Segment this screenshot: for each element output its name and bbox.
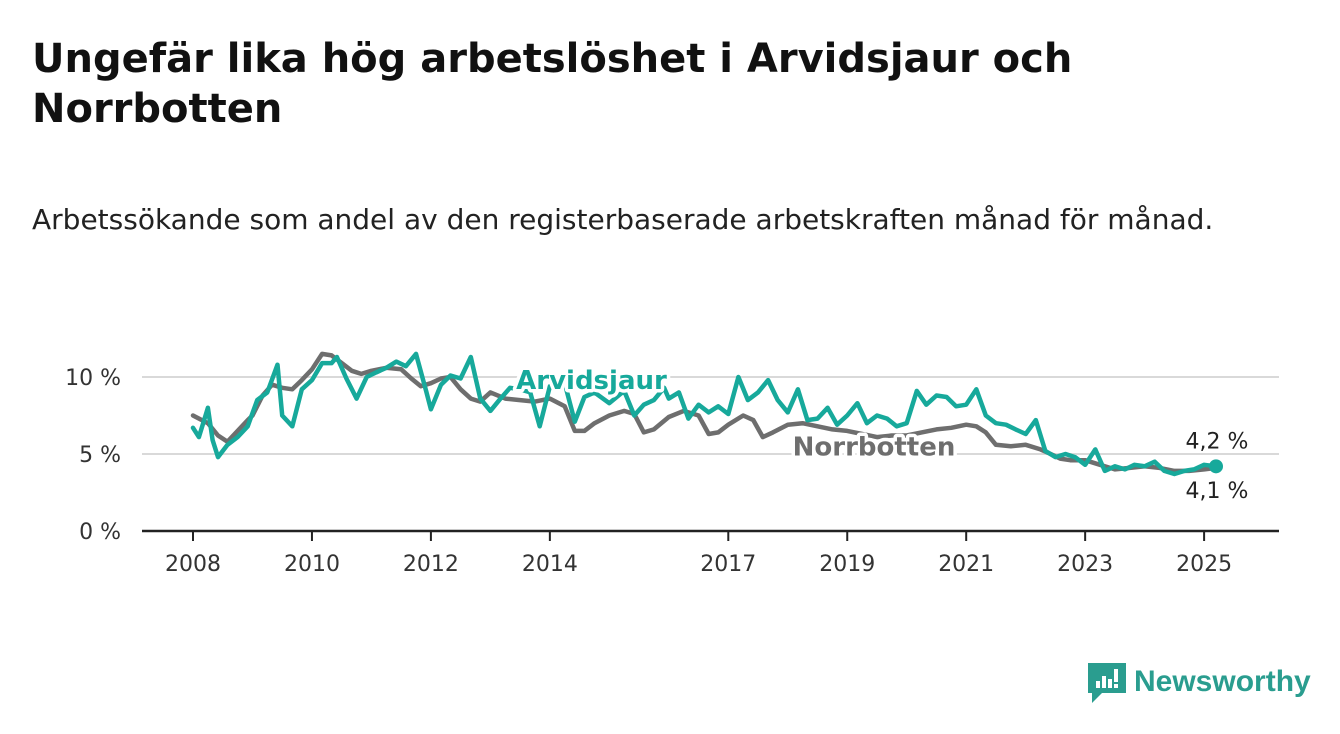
grid-layer — [142, 376, 1279, 455]
newsworthy-logo-icon — [1088, 663, 1126, 703]
x-tick-label: 2025 — [1176, 552, 1232, 577]
y-tick-label: 10 % — [65, 366, 121, 391]
chart-subtitle: Arbetssökande som andel av den registerb… — [32, 203, 1214, 236]
end-label-norrbotten: 4,1 % — [1186, 479, 1249, 504]
x-tick-label: 2023 — [1057, 552, 1113, 577]
series-labels: 4,1 % 4,2 % Arvidsjaur Norrbotten — [513, 363, 1249, 504]
y-axis: 0 % 5 % 10 % — [65, 366, 121, 545]
x-tick-label: 2017 — [700, 552, 756, 577]
x-tick-label: 2012 — [403, 552, 459, 577]
series-line-arvidsjaur — [190, 351, 1219, 477]
x-tick-label: 2014 — [522, 552, 578, 577]
brand: Newsworthy — [1088, 660, 1311, 704]
series-label-arvidsjaur: Arvidsjaur — [516, 366, 667, 396]
y-tick-label: 0 % — [79, 520, 121, 545]
chart-title: Ungefär lika hög arbetslöshet i Arvidsja… — [32, 36, 1073, 132]
end-point-arvidsjaur — [1209, 459, 1223, 474]
x-tick-label: 2019 — [819, 552, 875, 577]
x-axis: 2008 2010 2012 2014 2017 2019 2021 2023 2025 — [142, 529, 1279, 577]
x-tick-label: 2010 — [284, 552, 340, 577]
end-label-arvidsjaur: 4,2 % — [1186, 429, 1249, 454]
brand-name: Newsworthy — [1134, 665, 1311, 698]
series-label-norrbotten: Norrbotten — [793, 432, 956, 462]
x-tick-label: 2021 — [938, 552, 994, 577]
line-chart: 2008 2010 2012 2014 2017 2019 2021 2023 2025 0 %… — [65, 351, 1279, 577]
y-tick-label: 5 % — [79, 443, 121, 468]
series-layer — [190, 351, 1223, 477]
series-line-norrbotten — [190, 351, 1219, 474]
x-tick-label: 2008 — [165, 552, 221, 577]
